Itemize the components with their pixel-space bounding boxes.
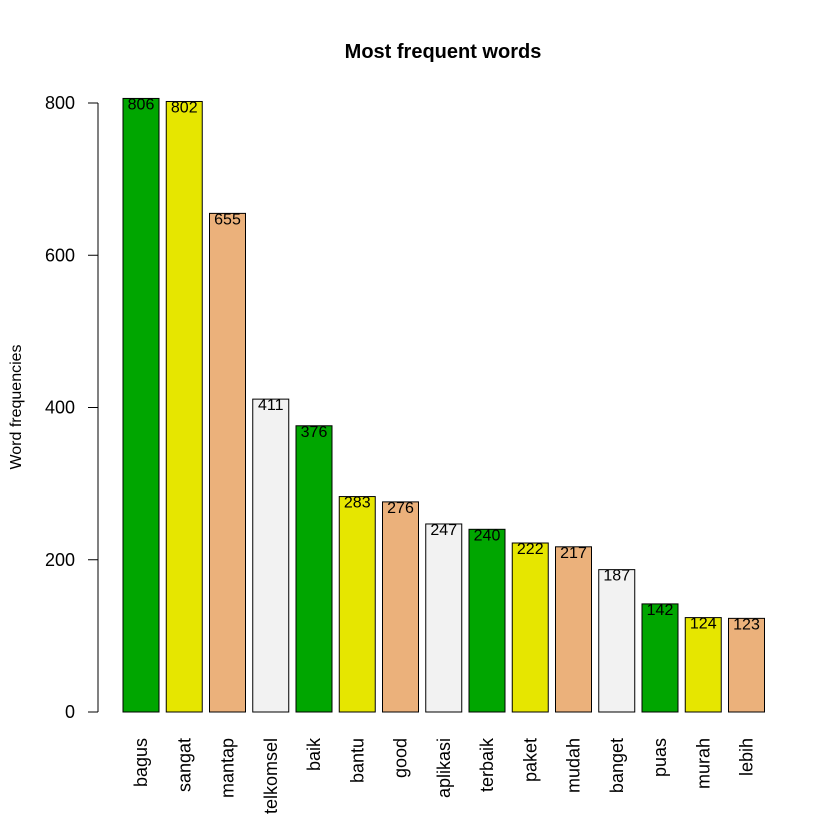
bar-baik — [295, 425, 333, 713]
data-label: 217 — [560, 545, 587, 562]
x-tick-label: baik — [304, 737, 324, 771]
bar-puas — [641, 603, 679, 713]
data-label: 376 — [301, 424, 328, 441]
data-label: 802 — [171, 99, 198, 116]
data-label: 142 — [647, 602, 674, 619]
y-tick-label: 400 — [45, 398, 75, 418]
data-label: 247 — [430, 522, 457, 539]
data-label: 123 — [733, 616, 760, 633]
data-label: 655 — [214, 211, 241, 228]
x-tick-label: lebih — [737, 738, 757, 776]
y-axis: 0 200 400 600 800 — [45, 93, 99, 722]
x-tick-label: murah — [693, 738, 713, 789]
bars-group — [122, 97, 765, 713]
x-tick-label: good — [391, 738, 411, 778]
y-tick-label: 800 — [45, 93, 75, 113]
y-tick-label: 200 — [45, 550, 75, 570]
bar-bagus — [122, 97, 160, 713]
bar-bantu — [338, 496, 376, 713]
bar-good — [382, 501, 419, 713]
bar-lebih — [728, 617, 765, 713]
data-label: 124 — [690, 616, 717, 633]
data-labels-group: 806 802 655 411 376 283 276 247 240 222 217 187 142 1… — [128, 96, 760, 633]
x-tick-label: terbaik — [477, 737, 497, 792]
bar-terbaik — [468, 528, 506, 713]
x-tick-label: mudah — [564, 738, 584, 793]
bar-mudah — [555, 546, 592, 713]
y-tick-label: 600 — [45, 245, 75, 265]
bar-mantap — [209, 212, 246, 713]
x-tick-label: sangat — [174, 738, 194, 792]
bar-murah — [684, 617, 722, 713]
bar-paket — [511, 542, 549, 713]
data-label: 276 — [387, 500, 414, 517]
bar-aplikasi — [425, 523, 463, 713]
y-tick-label: 0 — [65, 702, 75, 722]
x-tick-label: bantu — [347, 738, 367, 783]
data-label: 283 — [344, 495, 371, 512]
x-tick-label: mantap — [218, 738, 238, 798]
data-label: 187 — [603, 568, 630, 585]
data-label: 806 — [128, 96, 155, 113]
x-tick-labels-group: bagus sangat mantap telkomsel baik bantu good a… — [131, 737, 757, 814]
x-tick-label: banget — [607, 738, 627, 793]
x-tick-label: paket — [520, 738, 540, 782]
data-label: 411 — [258, 397, 284, 414]
bar-telkomsel — [252, 398, 290, 713]
data-label: 240 — [474, 527, 501, 544]
bar-sangat — [165, 100, 203, 713]
bar-banget — [598, 569, 636, 713]
x-tick-label: puas — [650, 738, 670, 777]
x-tick-label: bagus — [131, 738, 151, 787]
data-label: 222 — [517, 541, 544, 558]
x-tick-label: aplikasi — [434, 738, 454, 798]
chart-title: Most frequent words — [345, 41, 542, 63]
y-axis-label: Word frequencies — [8, 344, 25, 469]
x-tick-label: telkomsel — [261, 738, 281, 814]
